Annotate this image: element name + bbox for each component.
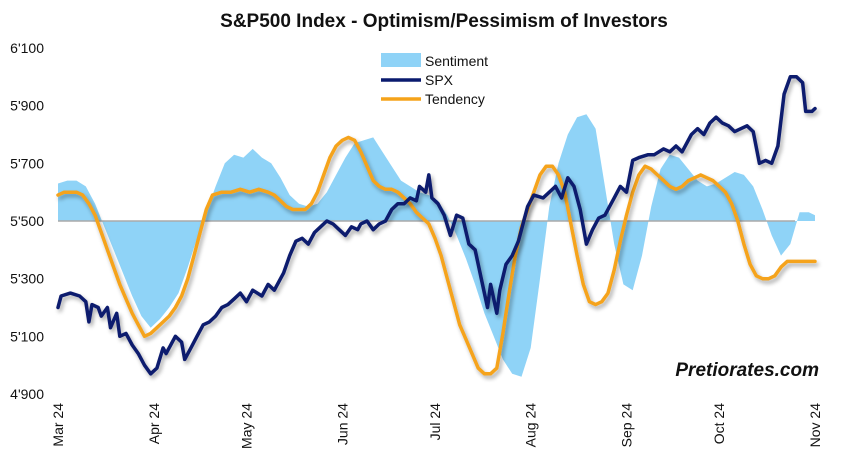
x-tick-label: Jul 24	[427, 403, 443, 441]
x-tick-label: Nov 24	[807, 403, 823, 448]
plot-area	[56, 75, 817, 377]
series-tendency-line	[56, 135, 817, 376]
y-tick-label: 5'900	[10, 98, 44, 114]
y-tick-label: 4'900	[10, 386, 44, 402]
x-tick-label: Apr 24	[146, 403, 162, 444]
x-tick-label: Mar 24	[50, 403, 66, 447]
legend-label-tendency: Tendency	[425, 91, 485, 107]
y-tick-label: 5'700	[10, 155, 44, 171]
x-tick-label: Aug 24	[523, 403, 539, 448]
y-tick-label: 6'100	[10, 40, 44, 56]
y-tick-label: 5'100	[10, 328, 44, 344]
legend-swatch-sentiment	[381, 53, 421, 67]
x-tick-label: Jun 24	[334, 403, 350, 445]
y-tick-label: 5'300	[10, 271, 44, 287]
y-tick-label: 5'500	[10, 213, 44, 229]
series-spx-line	[56, 75, 817, 376]
series-sentiment-area	[58, 114, 815, 377]
watermark-text: Pretiorates.com	[675, 360, 819, 381]
x-tick-label: Oct 24	[711, 403, 727, 444]
legend-label-sentiment: Sentiment	[425, 53, 488, 69]
y-axis: 6'100 5'900 5'700 5'500 5'300 5'100 4'900	[10, 40, 44, 402]
x-tick-label: May 24	[239, 403, 255, 449]
legend: Sentiment SPX Tendency	[381, 53, 488, 107]
x-tick-label: Sep 24	[619, 403, 635, 448]
chart-title: S&P500 Index - Optimism/Pessimism of Inv…	[220, 11, 668, 32]
x-axis: Mar 24 Apr 24 May 24 Jun 24 Jul 24 Aug 24 Sep …	[50, 403, 823, 449]
legend-label-spx: SPX	[425, 72, 454, 88]
